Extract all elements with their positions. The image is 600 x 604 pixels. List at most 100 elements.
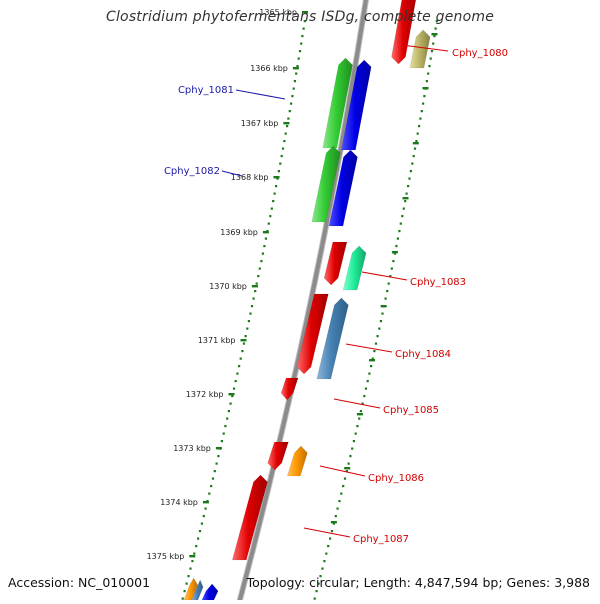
inner-dotted-ring [257,275,260,278]
outer-dotted-ring [332,522,335,525]
outer-dotted-ring [356,425,359,428]
outer-dotted-ring [427,72,430,75]
ring-tick [431,33,438,36]
inner-dotted-ring [283,140,286,143]
inner-dotted-ring [249,312,252,315]
inner-dotted-ring [202,515,205,518]
outer-dotted-ring [374,342,378,345]
outer-dotted-ring [325,552,328,555]
inner-dotted-ring [279,162,282,165]
outer-dotted-ring [342,485,345,488]
outer-dotted-ring [321,567,324,570]
genome-title: Clostridium phytofermentans ISDg, comple… [105,9,495,25]
outer-dotted-ring [381,312,384,315]
outer-dotted-ring [413,147,417,150]
outer-dotted-ring [398,230,401,233]
inner-dotted-ring [185,582,188,585]
inner-dotted-ring [197,537,200,540]
inner-dotted-ring [222,432,225,435]
outer-dotted-ring [418,125,421,128]
inner-dotted-ring [220,440,223,443]
inner-dotted-ring [211,477,215,480]
outer-dotted-ring [354,432,357,435]
gene-leader-line [361,271,408,281]
scale-tick [273,176,280,179]
outer-dotted-ring [330,530,334,533]
inner-dotted-ring [280,155,283,158]
scale-label: 1365 kbp [259,8,297,17]
outer-dotted-ring [433,35,436,38]
inner-dotted-ring [291,95,294,98]
scale-tick [262,231,269,234]
inner-dotted-ring [187,575,190,578]
gene-leader-line [319,465,366,477]
gene-bar-cphy-1083a [323,241,348,286]
inner-dotted-ring [226,417,229,420]
ring-tick [412,142,419,145]
gene-bar-cphy-1085 [280,377,299,401]
outer-dotted-ring [329,537,332,540]
inner-dotted-ring [183,590,186,593]
outer-dotted-ring [419,117,422,120]
gene-leader-line [401,44,449,52]
inner-dotted-ring [191,560,194,563]
scale-tick [228,393,235,396]
outer-dotted-ring [408,177,411,180]
inner-dotted-ring [298,50,302,53]
gene-bar-cphy-1084a [296,293,329,375]
outer-dotted-ring [319,575,322,578]
inner-dotted-ring [272,200,275,203]
outer-dotted-ring [420,110,423,113]
ring-tick [391,251,398,254]
scale-tick [302,11,308,14]
inner-dotted-ring [288,110,291,113]
gene-bar-cphy-1084 [316,297,349,380]
outer-dotted-ring [409,170,412,173]
inner-dotted-ring [275,185,278,188]
outer-dotted-ring [351,447,354,450]
inner-dotted-ring [258,267,261,270]
outer-dotted-ring [370,365,373,368]
gene-label: Cphy_1081 [178,85,234,96]
inner-dotted-ring [238,365,241,368]
outer-dotted-ring [358,417,361,420]
gene-label: Cphy_1084 [395,349,451,360]
inner-dotted-ring [293,80,296,83]
gene-bar-cphy-1086 [286,445,308,477]
gene-leader-line [345,343,393,353]
gene-leader-line [235,89,286,100]
outer-dotted-ring [396,237,399,240]
inner-dotted-ring [232,387,236,390]
inner-dotted-ring [224,425,227,428]
outer-dotted-ring [334,515,337,518]
outer-dotted-ring [425,80,428,83]
scale-tick [292,67,299,70]
inner-dotted-ring [213,470,216,473]
scale-label: 1370 kbp [209,282,247,291]
outer-dotted-ring [429,57,432,60]
outer-dotted-ring [373,350,376,353]
inner-dotted-ring [246,327,249,330]
gene-bar-cphy-1082 [328,149,358,227]
outer-dotted-ring [411,162,414,165]
inner-dotted-ring [281,147,285,150]
inner-dotted-ring [287,117,290,120]
gene-leader-line [303,527,351,538]
inner-dotted-ring [234,380,237,383]
outer-dotted-ring [392,260,395,263]
gene-bar-cphy-1081 [341,59,372,151]
outer-dotted-ring [432,42,435,45]
outer-dotted-ring [323,560,326,563]
scale-label: 1369 kbp [220,228,258,237]
inner-dotted-ring [292,87,295,90]
gene-label: Cphy_1085 [383,405,439,416]
outer-dotted-ring [313,597,316,600]
outer-dotted-ring [371,357,374,360]
scale-label: 1374 kbp [160,498,198,507]
outer-dotted-ring [340,492,343,495]
inner-dotted-ring [239,357,242,360]
scale-tick [189,555,196,558]
scale-label: 1367 kbp [241,119,279,128]
inner-dotted-ring [301,35,304,38]
